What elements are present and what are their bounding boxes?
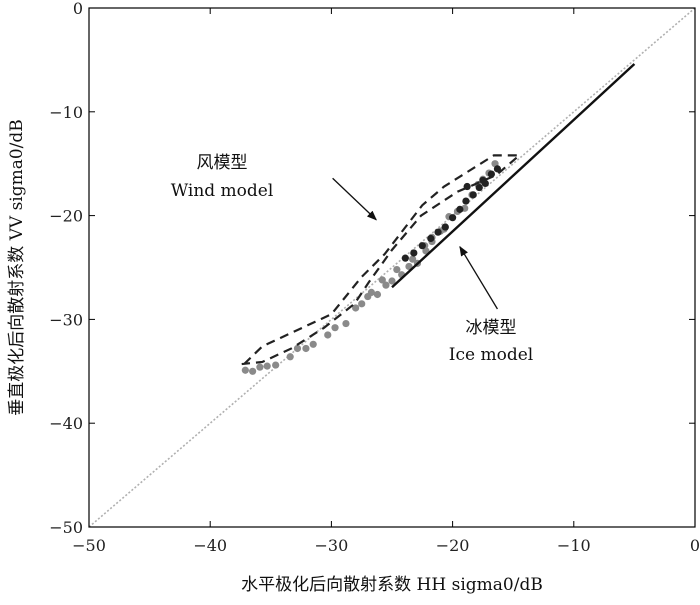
- data-point: [293, 344, 302, 353]
- data-point: [441, 223, 449, 231]
- ice-model-line: [391, 63, 636, 289]
- data-point: [342, 319, 350, 328]
- data-point: [256, 363, 264, 371]
- data-point: [475, 183, 483, 192]
- data-point: [272, 361, 280, 369]
- diagonal-reference-line: [88, 7, 696, 528]
- data-point: [373, 290, 382, 299]
- tick-layer: −50 −40 −30 −20 −10 0 −50 −40 −30 −20 −10 0: [49, 0, 700, 555]
- data-point: [487, 170, 495, 178]
- data-point: [378, 276, 386, 284]
- data-point: [393, 265, 401, 274]
- data-point: [286, 353, 294, 361]
- data-point: [241, 366, 249, 374]
- data-point: [493, 165, 502, 173]
- x-tick-label: −10: [557, 536, 591, 555]
- x-tick-label: −20: [436, 536, 470, 555]
- data-point: [462, 197, 470, 205]
- wind-model-label-en: Wind model: [171, 181, 274, 201]
- data-point: [302, 344, 310, 353]
- data-point: [479, 176, 487, 184]
- ice-model-label-cn: 冰模型: [466, 318, 517, 338]
- data-point: [418, 242, 426, 250]
- ice-model-arrow: [459, 245, 499, 310]
- series-layer: [241, 63, 636, 375]
- wind-model-arrow: [332, 177, 377, 221]
- data-point: [324, 331, 332, 339]
- x-tick-label: −40: [193, 536, 227, 555]
- x-tick-label: −30: [315, 536, 349, 555]
- data-point: [367, 288, 375, 297]
- data-point: [449, 214, 457, 222]
- data-point: [427, 234, 435, 243]
- data-point: [405, 262, 413, 271]
- data-point: [358, 300, 366, 308]
- x-axis-title: 水平极化后向散射系数 HH sigma0/dB: [241, 575, 543, 595]
- y-tick-label: −30: [49, 310, 83, 329]
- data-point: [331, 324, 339, 332]
- y-tick-label: −20: [49, 207, 83, 226]
- data-point: [456, 205, 464, 213]
- data-point: [249, 367, 257, 375]
- data-point: [469, 191, 477, 199]
- data-point: [434, 228, 442, 236]
- annotation-layer: 风模型 Wind model 冰模型 Ice model: [171, 153, 534, 365]
- data-point: [352, 304, 360, 312]
- data-point: [263, 362, 271, 370]
- wind-model-boundary: [241, 154, 523, 366]
- data-point: [409, 255, 417, 263]
- x-tick-label: 0: [690, 536, 700, 555]
- y-tick-label: −50: [49, 518, 83, 537]
- data-point: [309, 340, 317, 348]
- plot-frame: [88, 7, 696, 528]
- ice-model-label-en: Ice model: [449, 345, 533, 365]
- y-tick-label: −10: [49, 103, 83, 122]
- wind-model-label-cn: 风模型: [197, 153, 248, 173]
- data-point: [401, 254, 409, 262]
- x-tick-label: −50: [72, 536, 106, 555]
- data-point: [382, 281, 390, 289]
- data-point: [410, 249, 418, 257]
- y-tick-label: 0: [73, 0, 83, 18]
- data-point: [388, 277, 396, 285]
- y-tick-label: −40: [49, 414, 83, 433]
- y-axis-title: 垂直极化后向散射系数 VV sigma0/dB: [7, 119, 27, 416]
